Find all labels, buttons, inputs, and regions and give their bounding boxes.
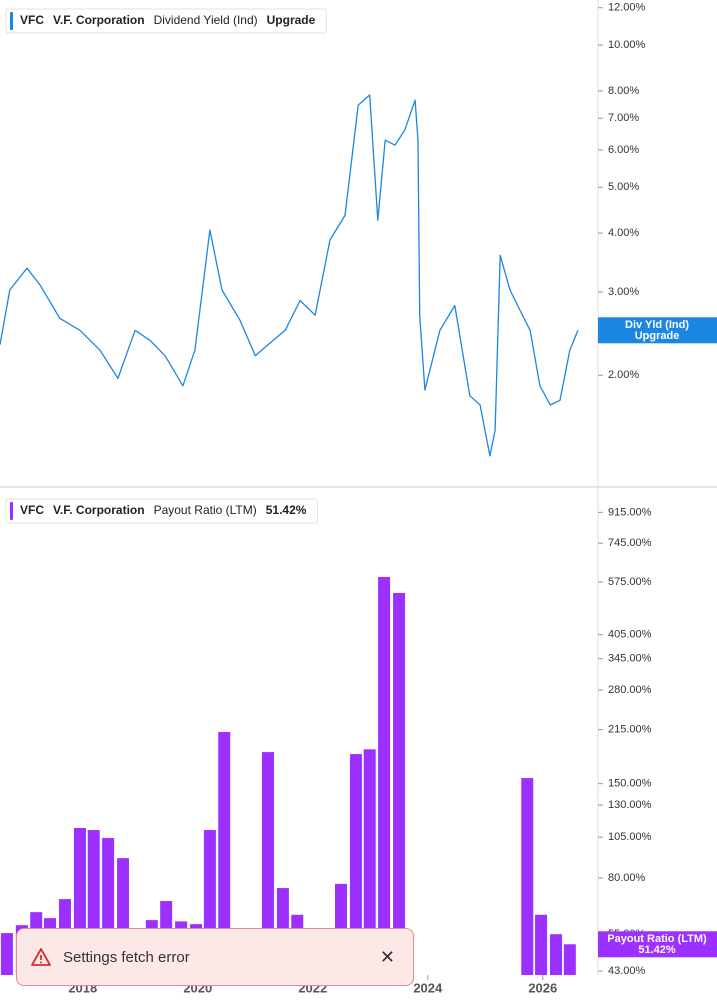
y-tick-label: 405.00% xyxy=(608,629,652,641)
y-tick-label: 5.00% xyxy=(608,181,639,193)
y-tick-label: 915.00% xyxy=(608,506,652,518)
legend-ticker: VFC xyxy=(20,503,44,517)
legend-badge: Upgrade xyxy=(267,13,316,27)
bar xyxy=(363,749,376,975)
legend: VFC V.F. Corporation Dividend Yield (Ind) U… xyxy=(5,8,327,34)
y-tick-label: 150.00% xyxy=(608,778,652,790)
bar xyxy=(393,593,406,975)
axis-tag-bg xyxy=(598,931,717,958)
legend-bg xyxy=(5,498,318,524)
legend: VFC V.F. Corporation Payout Ratio (LTM) 51.… xyxy=(5,498,318,524)
y-tick-label: 130.00% xyxy=(608,799,652,811)
axis-tag-badge: 51.42% xyxy=(638,944,676,956)
legend-metric: Dividend Yield (Ind) xyxy=(154,13,258,27)
bar xyxy=(218,731,231,975)
axis-tag: Div Yld (Ind) xyxy=(625,319,689,331)
y-tick-label: 43.00% xyxy=(608,965,646,977)
x-tick-label: 2026 xyxy=(528,980,557,995)
legend-company: V.F. Corporation xyxy=(53,13,145,27)
x-tick-label: 2024 xyxy=(413,980,443,995)
legend-swatch xyxy=(10,502,13,520)
y-tick-label: 215.00% xyxy=(608,724,652,736)
line-series xyxy=(0,94,579,457)
bar xyxy=(261,752,274,975)
close-button[interactable]: ✕ xyxy=(379,946,395,967)
legend-company: V.F. Corporation xyxy=(53,503,145,517)
y-tick-label: 4.00% xyxy=(608,227,639,239)
y-tick-label: 105.00% xyxy=(608,831,652,843)
axis-tag-bg xyxy=(598,317,717,344)
y-tick-label: 7.00% xyxy=(608,112,639,124)
axis-tag: Payout Ratio (LTM) xyxy=(607,933,707,945)
legend-bg xyxy=(5,8,327,34)
legend-metric: Payout Ratio (LTM) xyxy=(154,503,257,517)
legend-ticker: VFC xyxy=(20,13,44,27)
y-tick-label: 745.00% xyxy=(608,537,652,549)
bar xyxy=(378,576,391,975)
toast-message: Settings fetch error xyxy=(63,948,190,966)
bar xyxy=(535,914,548,975)
y-tick-label: 280.00% xyxy=(608,684,652,696)
legend-swatch xyxy=(10,12,13,30)
bar xyxy=(563,944,576,975)
y-tick-label: 12.00% xyxy=(608,2,646,14)
bar xyxy=(550,934,563,975)
y-tick-label: 10.00% xyxy=(608,39,646,51)
bar xyxy=(0,933,13,975)
bar xyxy=(349,754,362,975)
y-tick-label: 8.00% xyxy=(608,85,639,97)
y-tick-label: 345.00% xyxy=(608,653,652,665)
warning-icon xyxy=(31,948,51,966)
y-tick-label: 6.00% xyxy=(608,144,639,156)
y-tick-label: 80.00% xyxy=(608,872,646,884)
y-tick-label: 3.00% xyxy=(608,286,639,298)
bar xyxy=(521,778,534,975)
y-tick-label: 2.00% xyxy=(608,369,639,381)
error-toast: Settings fetch error ✕ xyxy=(16,928,414,986)
axis-tag-badge: Upgrade xyxy=(635,330,680,342)
legend-badge: 51.42% xyxy=(266,503,307,517)
y-tick-label: 575.00% xyxy=(608,576,652,588)
